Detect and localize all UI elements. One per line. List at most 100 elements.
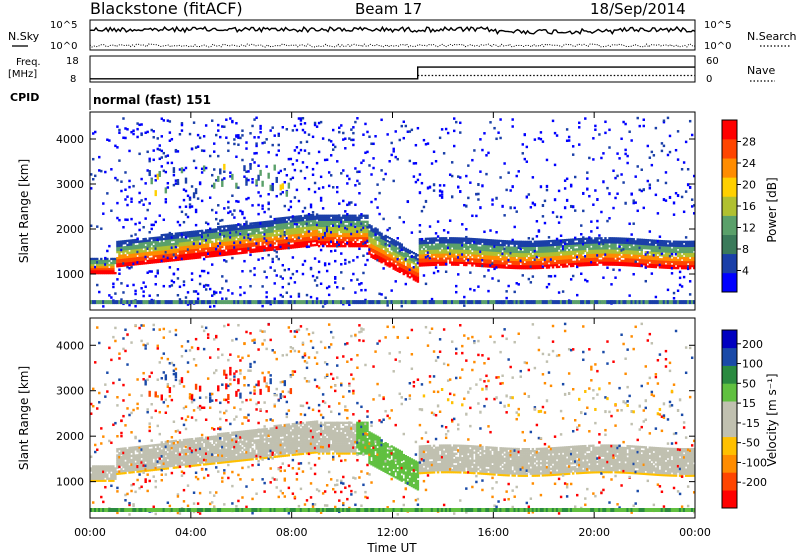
echo-cell — [287, 226, 291, 229]
echo-cell — [388, 265, 391, 268]
echo-cell — [156, 238, 159, 242]
echo-cell — [408, 300, 412, 305]
echo-cell — [140, 260, 143, 263]
echo-cell — [138, 228, 141, 232]
echo-cell — [261, 225, 264, 228]
echo-cell — [198, 244, 202, 247]
echo-cell — [366, 228, 369, 232]
echo-cell — [372, 246, 375, 249]
echo-cell — [315, 233, 319, 236]
echo-cell — [206, 239, 210, 242]
echo-cell — [182, 251, 186, 255]
echo-cell — [116, 278, 119, 281]
echo-cell — [336, 186, 339, 189]
echo-cell — [412, 265, 416, 269]
echo-cell — [420, 209, 424, 213]
echo-cell — [448, 247, 452, 250]
echo-cell — [102, 212, 105, 215]
echo-cell — [152, 149, 155, 152]
echo-cell — [388, 257, 391, 260]
echo-cell — [138, 250, 141, 253]
echo-cell — [386, 239, 389, 243]
echo-cell — [584, 247, 587, 251]
echo-cell — [586, 279, 589, 283]
echo-cell — [269, 184, 272, 191]
echo-cell — [259, 124, 262, 128]
echo-cell — [372, 142, 375, 146]
echo-cell — [235, 252, 238, 255]
echo-cell — [198, 238, 202, 241]
echo-cell — [146, 150, 149, 154]
echo-cell — [136, 250, 139, 254]
echo-cell — [360, 288, 363, 292]
echo-cell — [132, 247, 135, 250]
echo-cell — [606, 219, 609, 223]
echo-cell — [118, 268, 121, 271]
echo-cell — [334, 275, 337, 279]
echo-cell — [317, 234, 321, 238]
echo-cell — [126, 239, 129, 243]
echo-cell — [188, 300, 192, 305]
echo-cell — [116, 201, 119, 205]
echo-cell — [200, 241, 204, 245]
echo-cell — [251, 300, 254, 305]
echo-cell — [259, 239, 262, 242]
echo-cell — [241, 212, 244, 216]
echo-cell — [293, 149, 297, 152]
echo-cell — [271, 228, 274, 231]
echo-cell — [245, 229, 248, 232]
echo-cell — [202, 243, 206, 247]
echo-cell — [511, 118, 514, 121]
echo-cell — [525, 254, 529, 258]
echo-cell — [352, 226, 355, 230]
echo-cell — [261, 237, 264, 240]
echo-cell — [184, 237, 188, 240]
echo-cell — [418, 264, 422, 267]
echo-cell — [128, 259, 131, 263]
noise-series — [89, 25, 696, 48]
echo-cell — [277, 257, 280, 261]
echo-cell — [594, 128, 597, 131]
echo-cell — [227, 211, 230, 215]
echo-cell — [332, 228, 335, 232]
echo-cell — [150, 223, 153, 227]
echo-cell — [368, 248, 371, 251]
echo-cell — [146, 208, 149, 212]
echo-cell — [241, 134, 244, 137]
echo-cell — [164, 239, 168, 243]
echo-cell — [237, 136, 240, 139]
echo-cell — [315, 223, 319, 227]
echo-cell — [180, 252, 184, 255]
echo-cell — [285, 246, 289, 250]
echo-cell — [136, 244, 139, 248]
echo-cell — [295, 229, 299, 233]
echo-cell — [285, 230, 289, 234]
echo-cell — [305, 236, 309, 240]
echo-cell — [386, 243, 389, 247]
echo-cell — [473, 289, 476, 292]
echo-cell — [305, 238, 309, 242]
freq-panel-frame — [89, 55, 696, 83]
echo-cell — [396, 259, 399, 262]
echo-cell — [404, 259, 408, 263]
echo-cell — [182, 233, 186, 237]
echo-cell — [263, 300, 266, 305]
echo-cell — [257, 212, 260, 216]
echo-cell — [208, 196, 212, 199]
echo-cell — [295, 235, 299, 239]
echo-cell — [295, 222, 299, 226]
echo-cell — [257, 237, 260, 241]
echo-cell — [340, 244, 343, 248]
echo-cell — [200, 247, 204, 251]
echo-cell — [406, 260, 410, 264]
echo-cell — [112, 267, 115, 271]
echo-cell — [332, 216, 335, 219]
echo-cell — [293, 215, 297, 219]
echo-cell — [154, 258, 157, 262]
echo-cell — [408, 257, 412, 261]
echo-cell — [128, 266, 131, 270]
echo-cell — [287, 222, 291, 225]
echo-cell — [356, 117, 359, 120]
echo-cell — [134, 257, 137, 260]
echo-cell — [172, 183, 176, 187]
